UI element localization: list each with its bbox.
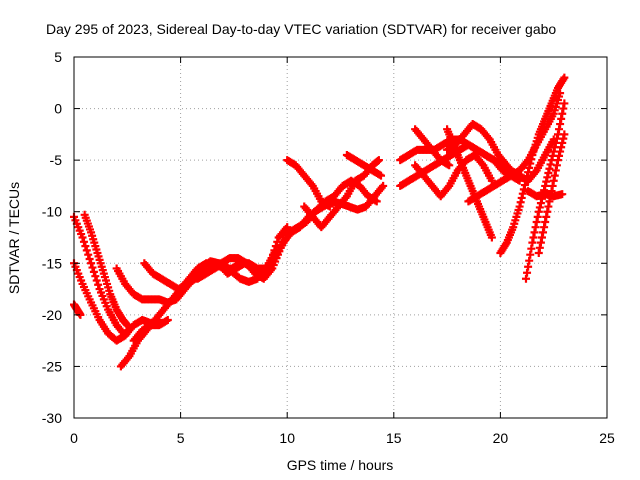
y-tick-label: -25 [42,358,62,374]
data-series [193,248,279,286]
data-point [78,233,87,242]
data-point [560,99,569,108]
data-point [283,223,292,232]
data-point [445,161,454,170]
y-tick-label: -15 [42,255,62,271]
data-point [558,190,567,199]
data-series [80,210,132,330]
y-tick-label: 0 [54,101,62,117]
data-point [91,272,100,281]
x-tick-label: 0 [70,430,78,446]
data-point [79,237,88,246]
data-series [521,99,569,283]
data-series [524,187,567,201]
data-point [270,248,279,257]
data-point [84,250,93,259]
plot-frame [73,56,608,419]
data-point [377,171,386,180]
y-tick-label: -30 [42,410,62,426]
data-point [92,276,101,285]
chart-title: Day 295 of 2023, Sidereal Day-to-day VTE… [46,21,556,37]
data-point [85,254,94,263]
grid-lines [74,57,607,418]
y-axis-label: SDTVAR / TECUs [6,182,22,294]
data-point [487,233,496,242]
y-tick-label: 5 [54,49,62,65]
data-series [129,316,172,345]
data-point [89,267,98,276]
y-tick-label: -20 [42,307,62,323]
data-series [70,300,85,319]
data-point [82,246,91,255]
data-point [163,316,172,325]
data-series [411,150,496,201]
data-series [70,259,164,345]
x-tick-label: 5 [177,430,185,446]
data-point [88,263,97,272]
data-series [496,73,569,257]
data-points [70,73,569,371]
data-point [560,130,569,139]
data-point [379,181,388,190]
data-point [325,202,334,211]
x-tick-label: 10 [279,430,295,446]
y-tick-label: -5 [50,152,63,168]
data-series [411,125,454,170]
x-axis-label: GPS time / hours [287,457,394,473]
x-tick-label: 20 [493,430,509,446]
axis-ticks: 0 5 10 15 20 25 -30 -25 -20 -15 -10 -5 0 5 [42,49,615,446]
y-tick-label: -10 [42,204,62,220]
data-point [81,242,90,251]
data-series [342,150,386,180]
data-point [94,280,103,289]
data-series [300,156,383,232]
data-point [560,73,569,82]
data-series [283,156,334,211]
x-tick-label: 25 [599,430,615,446]
data-point [374,156,383,165]
x-tick-label: 15 [386,430,402,446]
data-point [87,259,96,268]
